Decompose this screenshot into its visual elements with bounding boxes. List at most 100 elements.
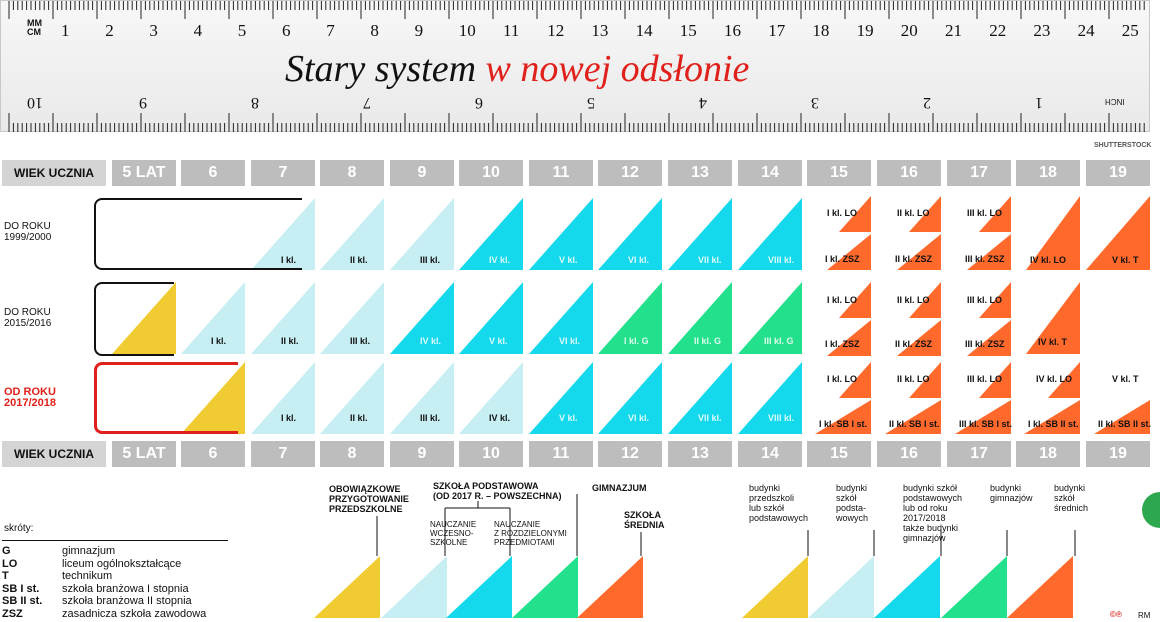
title-part-2: w nowej odsłonie <box>485 48 750 90</box>
age-column-9: 9 <box>390 441 454 467</box>
abbreviation-text: zasadnicza szkoła zawodowa <box>62 608 207 620</box>
row3-primary-triangle <box>529 362 593 434</box>
ruler-cm-label: 25 <box>1121 21 1139 40</box>
row3-lo-triangle <box>1048 362 1080 398</box>
row2-gim-triangle <box>738 282 802 354</box>
row1-primary-triangle <box>668 198 732 270</box>
age-header-label: WIEK UCZNIA <box>2 160 106 186</box>
ruler-cm-label: 6 <box>282 21 291 40</box>
abbreviation-code: G <box>2 545 11 557</box>
floating-action-button[interactable] <box>1142 492 1160 528</box>
legend-early-triangle <box>381 556 447 618</box>
ruler-cm-label: 3 <box>149 21 158 40</box>
row2-primary-label: III kl. <box>350 336 371 346</box>
image-credit: SHUTTERSTOCK <box>1094 142 1152 149</box>
row2-primary-label: IV kl. <box>420 336 442 346</box>
row3-sb-label: II kl. SB I st. <box>889 419 940 429</box>
row3-primary-label: III kl. <box>420 413 441 423</box>
row2-zsz-label: III kl. ZSZ <box>965 339 1005 349</box>
row1-lo-label: III kl. LO <box>967 208 1003 218</box>
ruler-cm-label: 11 <box>503 21 520 40</box>
row1-primary-label: III kl. <box>420 255 441 265</box>
row2-gim-triangle <box>598 282 662 354</box>
age-column-18: 18 <box>1016 160 1080 186</box>
row3-sb-label: I kl. SB I st. <box>819 419 868 429</box>
legend-secondary-triangle <box>577 556 643 618</box>
row2-zsz-label: II kl. ZSZ <box>895 339 933 349</box>
row1-lo-triangle <box>909 196 941 232</box>
building-label-1: budynki przedszkoli lub szkół podstawowych <box>749 483 809 523</box>
row1-primary-label: VI kl. <box>628 255 650 265</box>
row3-lo-label: I kl. LO <box>827 374 858 384</box>
row3-lo-triangle <box>909 362 941 398</box>
row3-primary-label: V kl. <box>559 413 578 423</box>
legend-preschool-triangle <box>314 556 380 618</box>
row1-primary-triangle <box>251 198 315 270</box>
row1-primary-triangle <box>390 198 454 270</box>
row3-primary-triangle <box>320 362 384 434</box>
legend-preschool-label: OBOWIĄZKOWE PRZYGOTOWANIE PRZEDSZKOLNE <box>329 484 409 514</box>
ruler-cm-label: 12 <box>547 21 565 40</box>
row-bracket-1 <box>94 198 302 270</box>
row1-t5-label: V kl. T <box>1112 255 1139 265</box>
abbreviation-item: LO liceum ogólnokształcące <box>2 558 181 570</box>
row2-gim-label: II kl. G <box>694 336 722 346</box>
legend-subjects-label: NAUCZANIE Z ROZDZIELONYMI PRZEDMIOTAMI <box>494 520 567 547</box>
row2-gim-label: III kl. G <box>764 336 794 346</box>
age-column-14: 14 <box>738 160 802 186</box>
row2-primary-label: VI kl. <box>559 336 581 346</box>
row-bracket-2 <box>94 282 174 356</box>
row3-primary-triangle <box>459 362 523 434</box>
row3-sb-triangle <box>885 400 941 434</box>
row3-lo-triangle <box>839 362 871 398</box>
row-label-2: DO ROKU 2015/2016 <box>4 307 52 329</box>
row-label-3: OD ROKU 2017/2018 <box>4 386 56 409</box>
row3-primary-triangle <box>598 362 662 434</box>
row3-primary-triangle <box>390 362 454 434</box>
age-column-5: 5 LAT <box>112 160 176 186</box>
abbreviation-item: SB I st. szkoła branżowa I stopnia <box>2 583 189 595</box>
row3-sb-label: II kl. SB II st. <box>1098 419 1152 429</box>
row2-primary-triangle <box>529 282 593 354</box>
row1-lo-triangle <box>979 196 1011 232</box>
author-initials: RM <box>1138 611 1151 620</box>
age-column-13: 13 <box>668 441 732 467</box>
ruler-cm-label: 17 <box>768 21 786 40</box>
row-label-1: DO ROKU 1999/2000 <box>4 221 52 243</box>
row2-primary-triangle <box>251 282 315 354</box>
age-column-9: 9 <box>390 160 454 186</box>
abbreviation-text: gimnazjum <box>62 545 116 557</box>
ruler-cm-label: 24 <box>1077 21 1095 40</box>
ruler-cm-label: 15 <box>679 21 697 40</box>
abbreviation-text: szkoła branżowa I stopnia <box>62 582 189 595</box>
age-column-6: 6 <box>181 441 245 467</box>
row2-primary-triangle <box>320 282 384 354</box>
row1-primary-label: V kl. <box>559 255 578 265</box>
age-column-18: 18 <box>1016 441 1080 467</box>
ruler-cm-label: 1 <box>61 21 70 40</box>
age-column-5: 5 LAT <box>112 441 176 467</box>
row2-primary-triangle <box>181 282 245 354</box>
row1-lo-label: I kl. LO <box>827 208 858 218</box>
abbreviations-divider <box>2 540 228 541</box>
age-column-10: 10 <box>459 160 523 186</box>
row2-lo-triangle <box>839 282 871 318</box>
legend-primary-label: SZKOŁA PODSTAWOWA (OD 2017 R. – POWSZECHN… <box>433 481 562 501</box>
age-column-17: 17 <box>947 160 1011 186</box>
row3-primary-triangle <box>738 362 802 434</box>
row2-primary-label: I kl. <box>211 336 227 346</box>
age-column-19: 19 <box>1086 160 1150 186</box>
row3-sb-triangle <box>1024 400 1080 434</box>
row3-sb-label: III kl. SB I st. <box>959 419 1013 429</box>
row3-primary-label: VII kl. <box>698 413 722 423</box>
age-column-6: 6 <box>181 160 245 186</box>
age-column-17: 17 <box>947 441 1011 467</box>
row2-lo-label: II kl. LO <box>897 295 930 305</box>
age-column-8: 8 <box>320 441 384 467</box>
abbreviation-text: liceum ogólnokształcące <box>62 557 182 570</box>
row2-primary-label: II kl. <box>281 336 299 346</box>
row1-primary-triangle <box>529 198 593 270</box>
ruler-cm-label: 13 <box>591 21 609 40</box>
